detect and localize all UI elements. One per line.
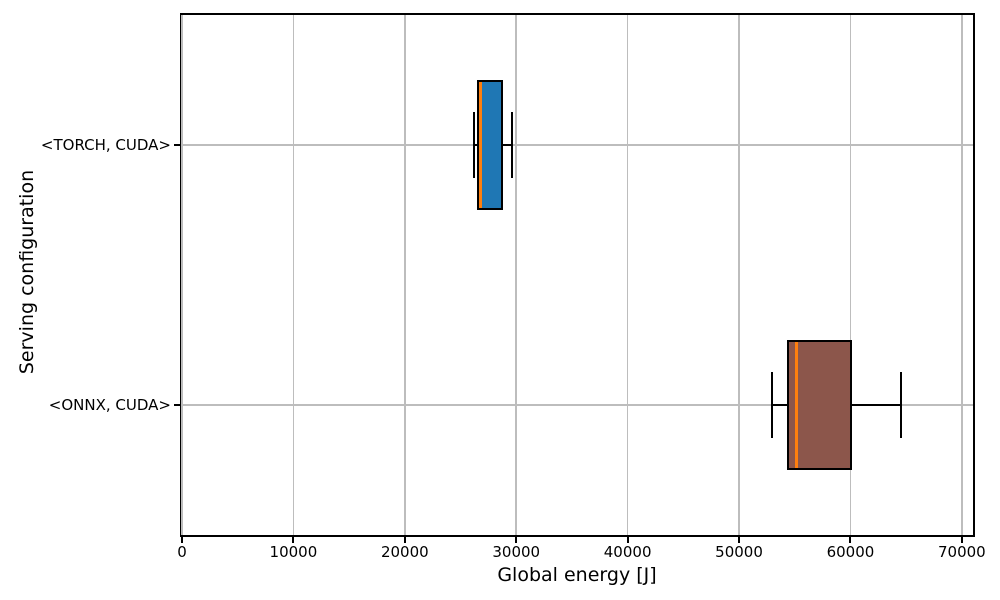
vertical-gridline (738, 15, 740, 535)
y-tick (174, 144, 180, 146)
x-tick-label: 0 (177, 543, 187, 561)
x-tick-label: 10000 (269, 543, 318, 561)
x-tick (292, 537, 295, 543)
x-tick-label: 60000 (826, 543, 875, 561)
x-tick (738, 537, 741, 543)
vertical-gridline (292, 15, 295, 535)
x-tick-label: 30000 (492, 543, 541, 561)
x-tick-label: 50000 (715, 543, 763, 561)
horizontal-gridline (182, 404, 973, 406)
x-tick (849, 537, 852, 543)
y-axis-title: Serving configuration (16, 169, 38, 375)
x-tick-label: 20000 (380, 543, 429, 561)
x-tick (960, 537, 963, 543)
vertical-gridline (961, 15, 963, 535)
whisker-line-high (852, 404, 901, 406)
whisker-cap-low (472, 112, 475, 178)
vertical-gridline (404, 15, 406, 535)
x-tick (181, 537, 183, 543)
whisker-line-high (502, 144, 512, 146)
vertical-gridline (849, 15, 852, 535)
horizontal-gridline (182, 144, 973, 146)
median-line (794, 342, 798, 468)
vertical-gridline (515, 15, 517, 535)
median-line (478, 82, 482, 208)
whisker-line-low (771, 404, 787, 406)
x-tick (403, 537, 406, 543)
y-tick-label: <ONNX, CUDA> (48, 396, 171, 414)
x-tick (626, 537, 629, 543)
vertical-gridline (626, 15, 629, 535)
y-tick-label: <TORCH, CUDA> (40, 136, 171, 154)
x-tick (515, 537, 518, 543)
whisker-cap-low (770, 372, 773, 438)
whisker-cap-high (510, 112, 513, 178)
whisker-line-low (473, 144, 478, 146)
vertical-gridline (181, 15, 183, 535)
whisker-cap-high (899, 372, 902, 438)
plot-area (180, 13, 975, 537)
x-tick-label: 70000 (937, 543, 986, 561)
y-tick (174, 404, 180, 406)
x-axis-title: Global energy [J] (497, 564, 657, 586)
x-tick-label: 40000 (603, 543, 652, 561)
